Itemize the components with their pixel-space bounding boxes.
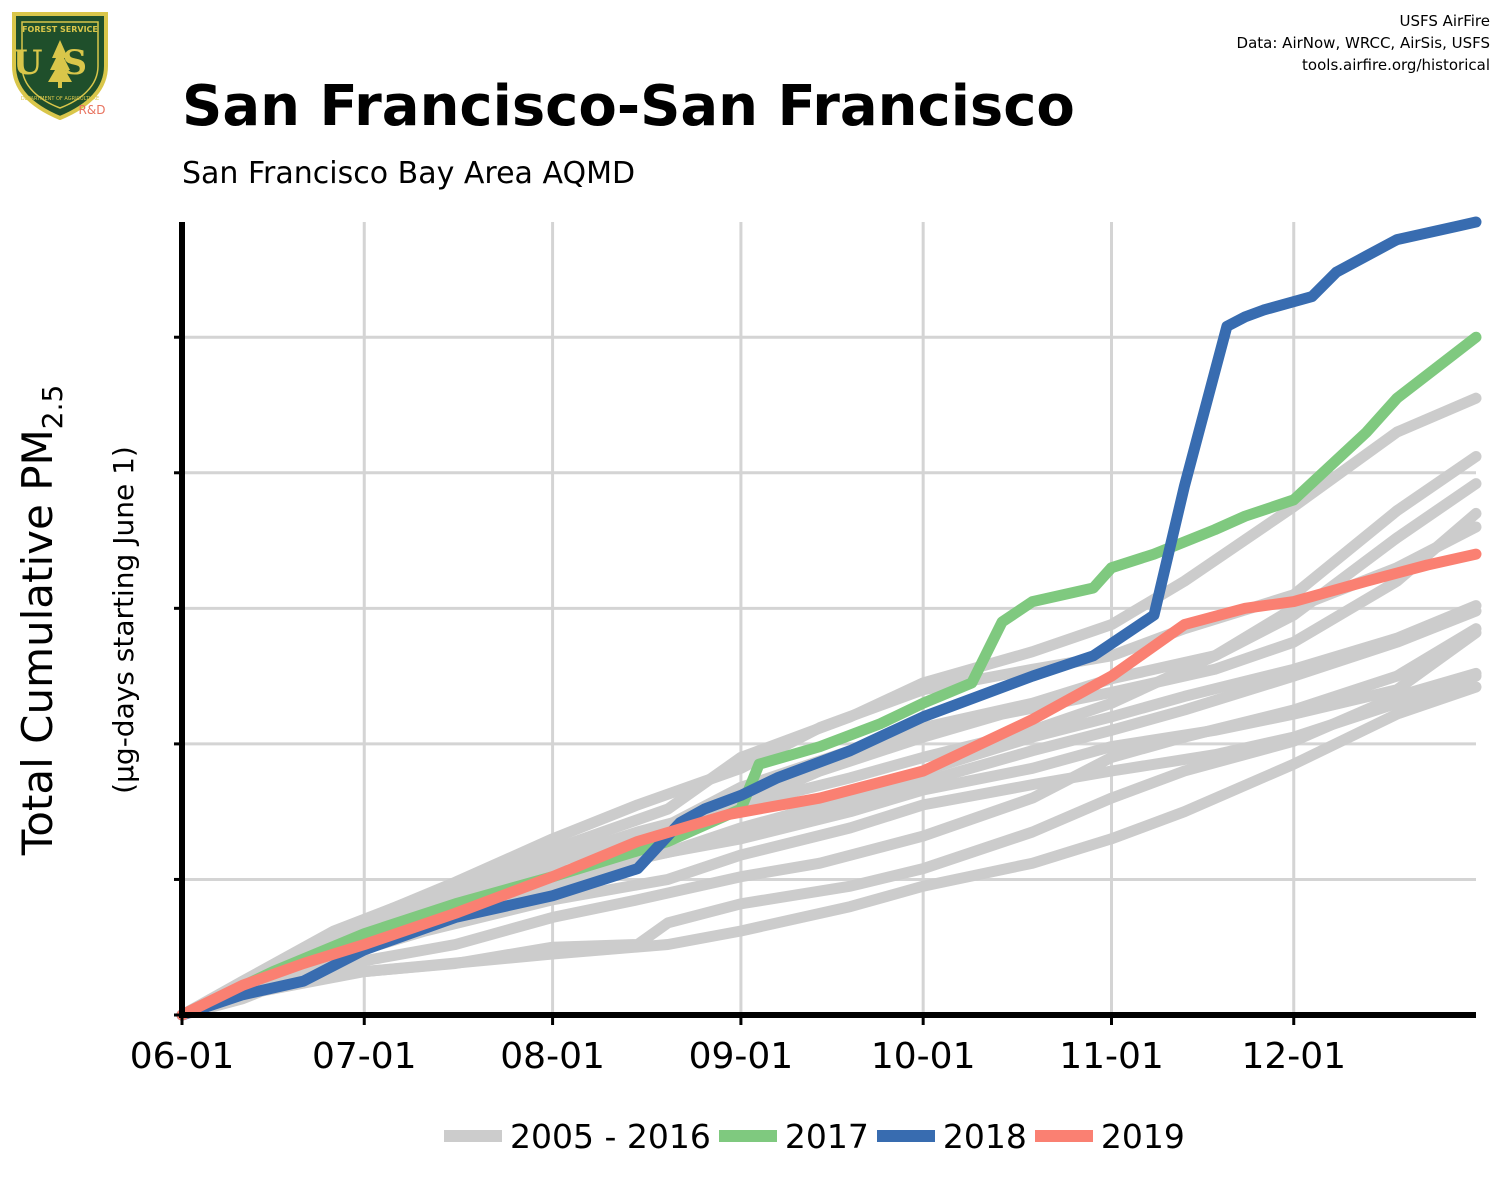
legend-item: 2019 xyxy=(1034,1116,1185,1156)
series-line-2019 xyxy=(176,548,1482,1021)
logo-badge: R&D xyxy=(79,103,106,117)
x-tick-label: 10-01 xyxy=(871,1036,976,1077)
legend-label: 2018 xyxy=(942,1116,1027,1156)
series-line-2018 xyxy=(176,216,1482,1021)
x-tick-label: 09-01 xyxy=(689,1036,794,1077)
legend-label: 2005 - 2016 xyxy=(510,1116,711,1156)
legend-swatch xyxy=(444,1130,502,1142)
series-line-2005-2016 xyxy=(176,521,1482,1021)
legend-label: 2019 xyxy=(1100,1116,1185,1156)
legend-item: 2018 xyxy=(876,1116,1027,1156)
y-axis-label-main: Total Cumulative PM xyxy=(13,429,62,856)
series-lines xyxy=(176,216,1482,1021)
legend-swatch xyxy=(718,1130,777,1142)
x-tick-label: 08-01 xyxy=(500,1036,605,1077)
y-axis-units: (µg-days starting June 1) xyxy=(107,446,140,794)
logo-bottom-text: DEPARTMENT OF AGRICULTURE xyxy=(21,96,99,102)
y-axis-label-subscript: 2.5 xyxy=(36,385,69,430)
x-tick-label: 07-01 xyxy=(312,1036,417,1077)
credit-line: USFS AirFire xyxy=(1399,12,1490,30)
series-line-2005-2016 xyxy=(176,623,1482,1021)
x-tick-label: 11-01 xyxy=(1059,1036,1164,1077)
logo-letters: US xyxy=(13,43,107,83)
legend-swatch xyxy=(876,1130,935,1142)
legend: 2005 - 2016 2017 2018 2019 xyxy=(444,1114,1193,1158)
logo-top-text: FOREST SERVICE xyxy=(22,25,98,34)
legend-item: 2005 - 2016 xyxy=(444,1117,711,1156)
x-tick-label: 12-01 xyxy=(1241,1036,1346,1077)
legend-item: 2017 xyxy=(718,1116,869,1156)
usfs-shield-logo: FOREST SERVICE US DEPARTMENT OF AGRICULT… xyxy=(12,12,108,120)
credit-line: Data: AirNow, WRCC, AirSis, USFS xyxy=(1236,34,1490,52)
credits: USFS AirFire Data: AirNow, WRCC, AirSis,… xyxy=(1237,10,1490,76)
axes xyxy=(174,222,1476,1025)
credit-line: tools.airfire.org/historical xyxy=(1302,56,1490,74)
chart-subtitle: San Francisco Bay Area AQMD xyxy=(182,156,636,191)
x-tick-label: 06-01 xyxy=(130,1036,235,1077)
y-axis-label: Total Cumulative PM2.5 xyxy=(13,385,69,857)
axis-labels: 06-01 07-01 08-01 09-01 10-01 11-01 12-01 Total… xyxy=(13,385,1346,1077)
legend-label: 2017 xyxy=(784,1116,869,1156)
chart-title: San Francisco-San Francisco xyxy=(182,74,1075,139)
legend-swatch xyxy=(1034,1130,1093,1142)
